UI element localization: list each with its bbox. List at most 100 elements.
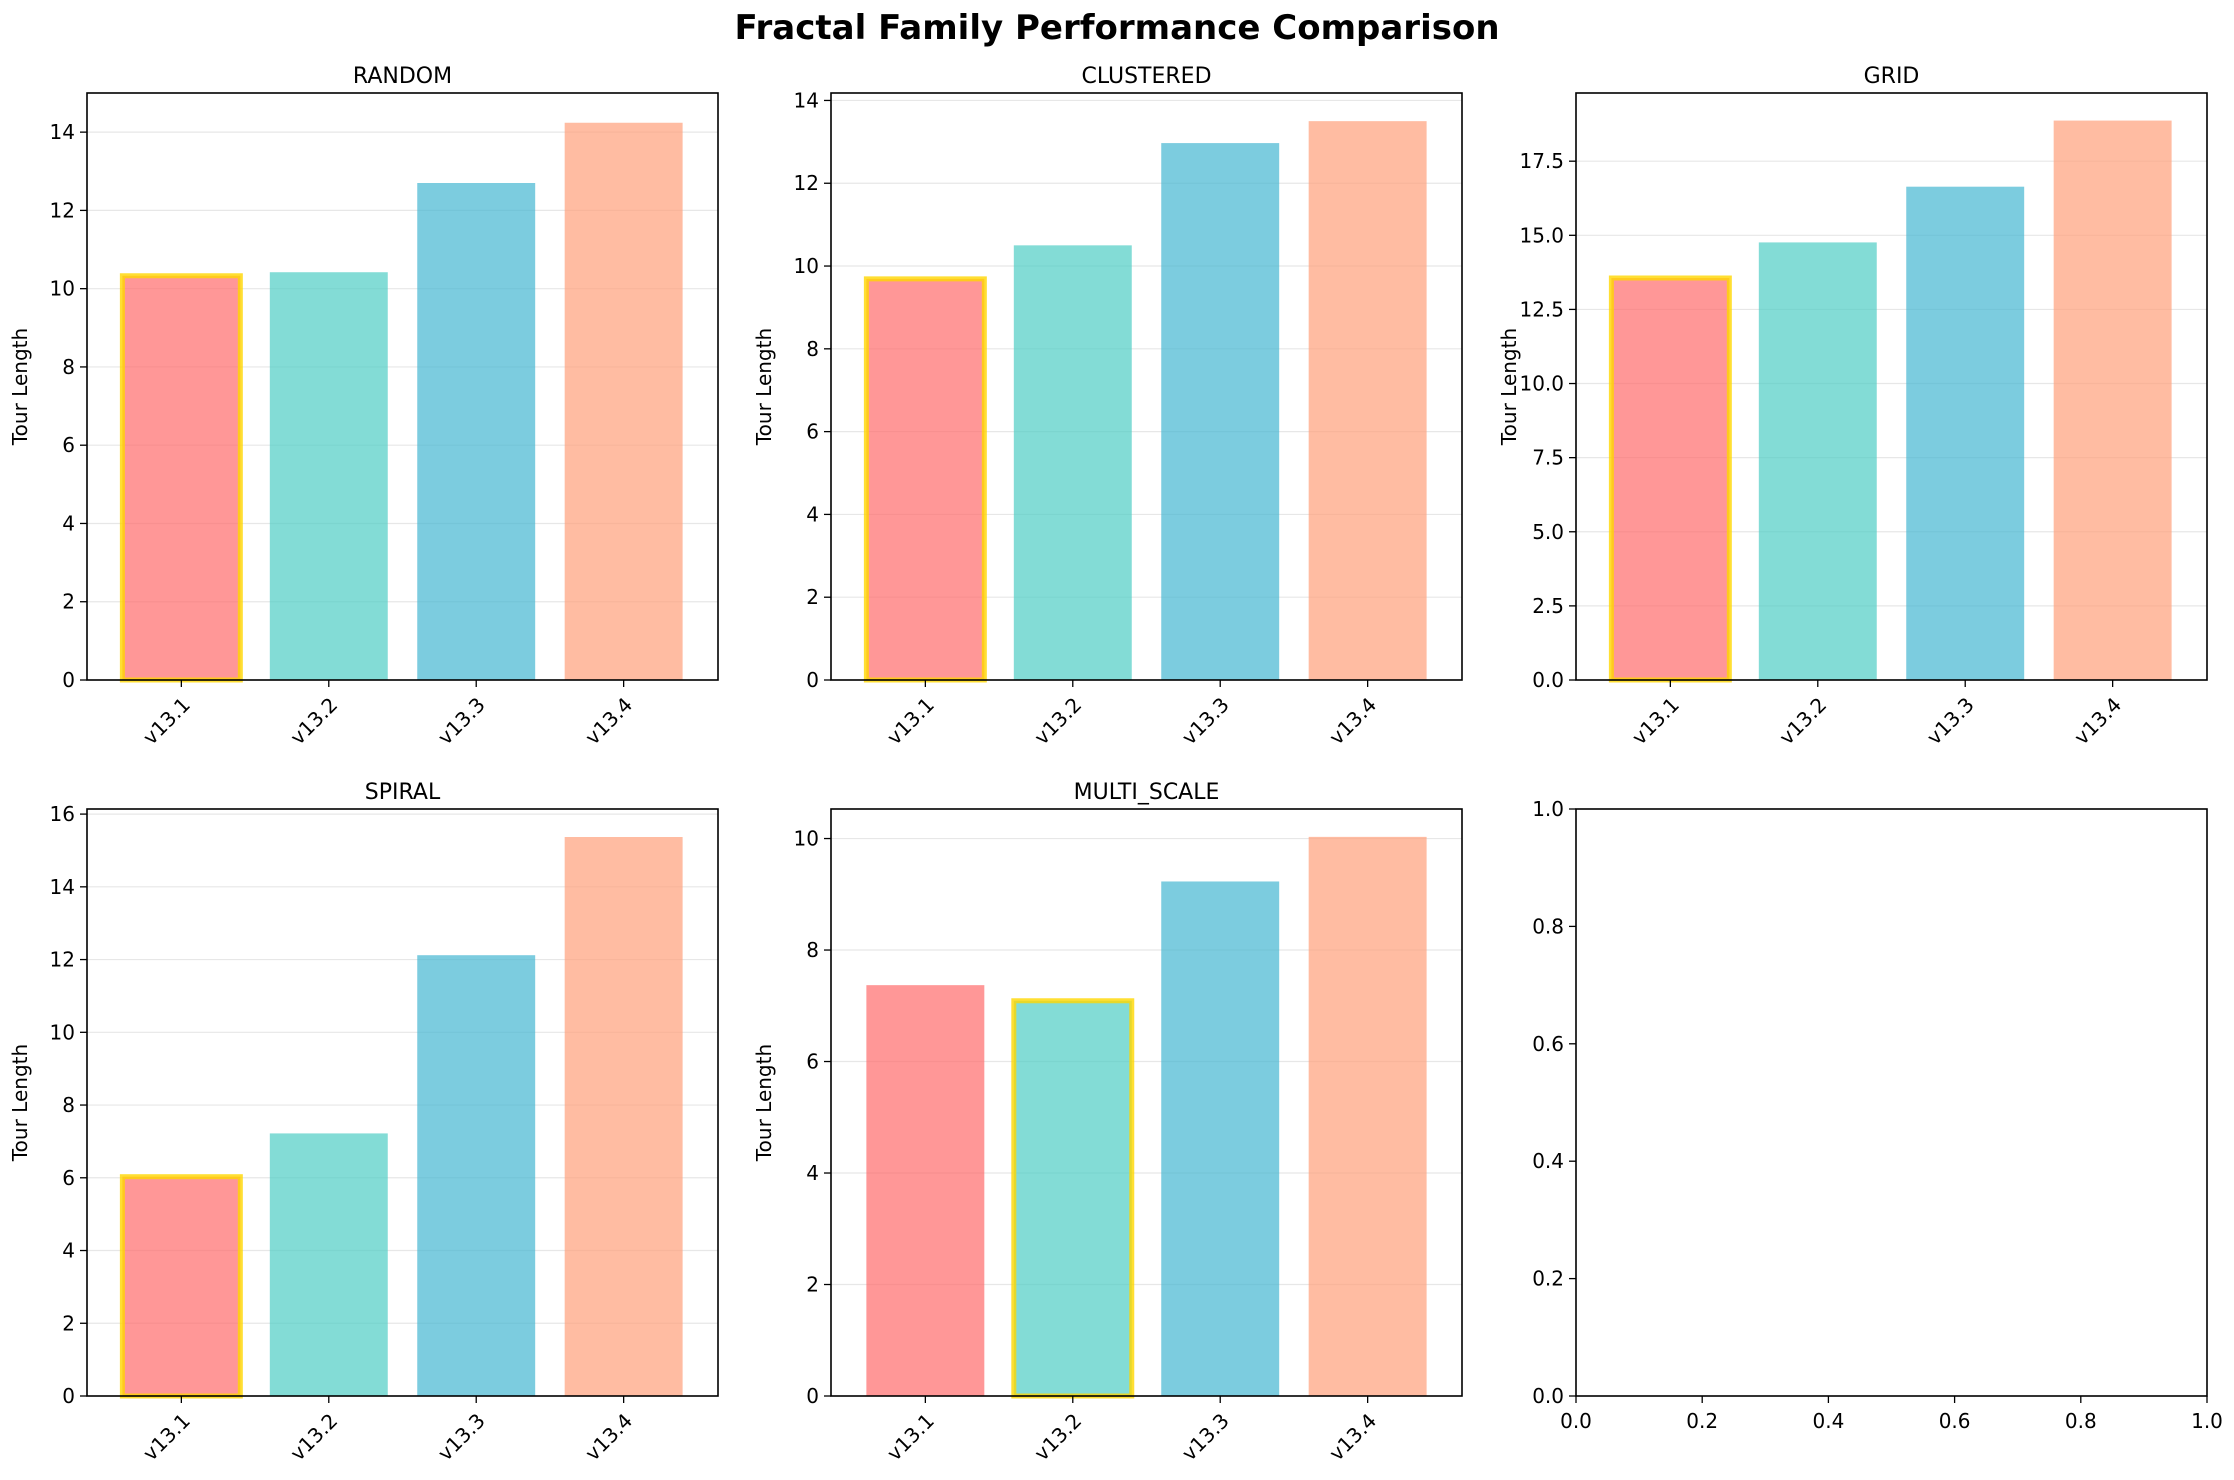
y-tick-label: 8 <box>62 1093 75 1117</box>
bar <box>269 1133 388 1396</box>
x-tick-label: v13.1 <box>138 693 195 750</box>
y-tick-label: 2 <box>62 590 75 614</box>
y-tick-label: 0 <box>62 668 75 692</box>
y-tick-label: 14 <box>50 120 75 144</box>
y-tick-label: 17.5 <box>1519 149 1564 173</box>
axes-frame <box>1575 92 2208 681</box>
bar <box>1758 242 1877 680</box>
bar-highlighted <box>1011 998 1135 1399</box>
y-tick-label: 10.0 <box>1519 372 1564 396</box>
bar <box>1308 121 1427 680</box>
x-tick-label: v13.3 <box>1922 693 1979 750</box>
y-tick-label: 12 <box>794 171 819 195</box>
y-tick-label: 10 <box>50 277 75 301</box>
subplot-spiral: SPIRAL v13.1 v13.2 v13.3 v13.4 Tour Length 0 2 4… <box>8 780 719 1466</box>
figure-title: Fractal Family Performance Comparison <box>734 8 1500 48</box>
y-tick-label: 10 <box>50 1020 75 1044</box>
y-tick-label: 10 <box>794 254 819 278</box>
bar <box>2053 120 2172 680</box>
y-tick-label: 14 <box>50 875 75 899</box>
x-tick-label: v13.2 <box>1029 1409 1086 1466</box>
bar <box>564 122 683 680</box>
x-tick-label: v13.4 <box>1324 1409 1381 1466</box>
y-tick-label: 16 <box>50 802 75 826</box>
y-tick-label: 7.5 <box>1532 446 1564 470</box>
y-axis-label: Tour Length <box>752 1044 776 1162</box>
x-tick-label: v13.1 <box>138 1409 195 1466</box>
y-tick-label: 4 <box>62 511 75 535</box>
subplot-title: CLUSTERED <box>1081 64 1211 89</box>
y-tick-label: 5.0 <box>1532 520 1564 544</box>
y-tick-label: 4 <box>806 1161 819 1185</box>
bar <box>564 837 683 1396</box>
bar <box>1161 881 1280 1396</box>
y-tick-label: 14 <box>794 88 819 112</box>
y-tick-label: 1.0 <box>1532 797 1564 821</box>
bar-highlighted <box>119 273 243 683</box>
y-axis-label: Tour Length <box>8 1044 32 1162</box>
x-tick-label: v13.4 <box>1324 693 1381 750</box>
bar <box>1013 245 1132 680</box>
subplot-title: MULTI_SCALE <box>1074 780 1220 805</box>
y-tick-label: 10 <box>794 827 819 851</box>
y-tick-label: 12.5 <box>1519 297 1564 321</box>
y-tick-label: 12 <box>50 948 75 972</box>
y-tick-label: 4 <box>62 1239 75 1263</box>
subplot-multi_scale: MULTI_SCALE v13.1 v13.2 v13.3 v13.4 Tour Leng… <box>752 780 1463 1466</box>
x-tick-label: v13.3 <box>1177 693 1234 750</box>
y-axis-label: Tour Length <box>8 328 32 446</box>
subplot-title: GRID <box>1864 64 1920 89</box>
bar-highlighted <box>863 276 987 683</box>
x-tick-label: 0.0 <box>1560 1409 1592 1433</box>
y-tick-label: 15.0 <box>1519 223 1564 247</box>
x-tick-label: v13.4 <box>580 693 637 750</box>
bar-highlighted <box>119 1174 243 1399</box>
y-tick-label: 8 <box>806 337 819 361</box>
y-tick-label: 0.2 <box>1532 1267 1564 1291</box>
y-tick-label: 2 <box>806 585 819 609</box>
bar <box>269 272 388 680</box>
subplot-title: SPIRAL <box>365 780 441 805</box>
axes-frame <box>86 92 719 681</box>
x-tick-label: v13.3 <box>433 1409 490 1466</box>
y-tick-label: 2 <box>806 1273 819 1297</box>
y-tick-label: 4 <box>806 502 819 526</box>
y-tick-label: 8 <box>62 355 75 379</box>
bar <box>1161 143 1280 680</box>
bar <box>417 955 536 1396</box>
bar <box>417 183 536 681</box>
y-tick-label: 12 <box>50 198 75 222</box>
y-tick-label: 8 <box>806 938 819 962</box>
x-tick-label: v13.3 <box>1177 1409 1234 1466</box>
y-tick-label: 0 <box>806 1384 819 1408</box>
y-tick-label: 0.8 <box>1532 914 1564 938</box>
x-tick-label: v13.4 <box>580 1409 637 1466</box>
x-tick-label: v13.4 <box>2069 693 2126 750</box>
axes-frame <box>830 92 1463 681</box>
y-tick-label: 6 <box>62 433 75 457</box>
x-tick-label: 0.2 <box>1686 1409 1718 1433</box>
y-tick-label: 0 <box>806 668 819 692</box>
axes-frame <box>86 808 719 1397</box>
y-tick-label: 6 <box>806 420 819 444</box>
bar <box>1308 836 1427 1396</box>
axes-frame <box>830 808 1463 1397</box>
subplot-grid: GRID v13.1 v13.2 v13.3 v13.4 Tour Length 0.0 2.… <box>1497 64 2208 750</box>
y-tick-label: 6 <box>806 1050 819 1074</box>
x-tick-label: v13.2 <box>285 1409 342 1466</box>
y-axis-label: Tour Length <box>752 328 776 446</box>
bar-highlighted <box>1608 275 1732 683</box>
subplot-clustered: CLUSTERED v13.1 v13.2 v13.3 v13.4 Tour Length… <box>752 64 1463 750</box>
bar <box>1906 186 2025 680</box>
y-tick-label: 0 <box>62 1384 75 1408</box>
x-tick-label: v13.2 <box>285 693 342 750</box>
x-tick-label: v13.2 <box>1774 693 1831 750</box>
y-tick-label: 2.5 <box>1532 594 1564 618</box>
bar <box>866 985 985 1396</box>
y-tick-label: 0.4 <box>1532 1149 1564 1173</box>
x-tick-label: 0.8 <box>2065 1409 2097 1433</box>
y-tick-label: 0.6 <box>1532 1032 1564 1056</box>
x-tick-label: v13.1 <box>1627 693 1684 750</box>
x-tick-label: v13.2 <box>1029 693 1086 750</box>
